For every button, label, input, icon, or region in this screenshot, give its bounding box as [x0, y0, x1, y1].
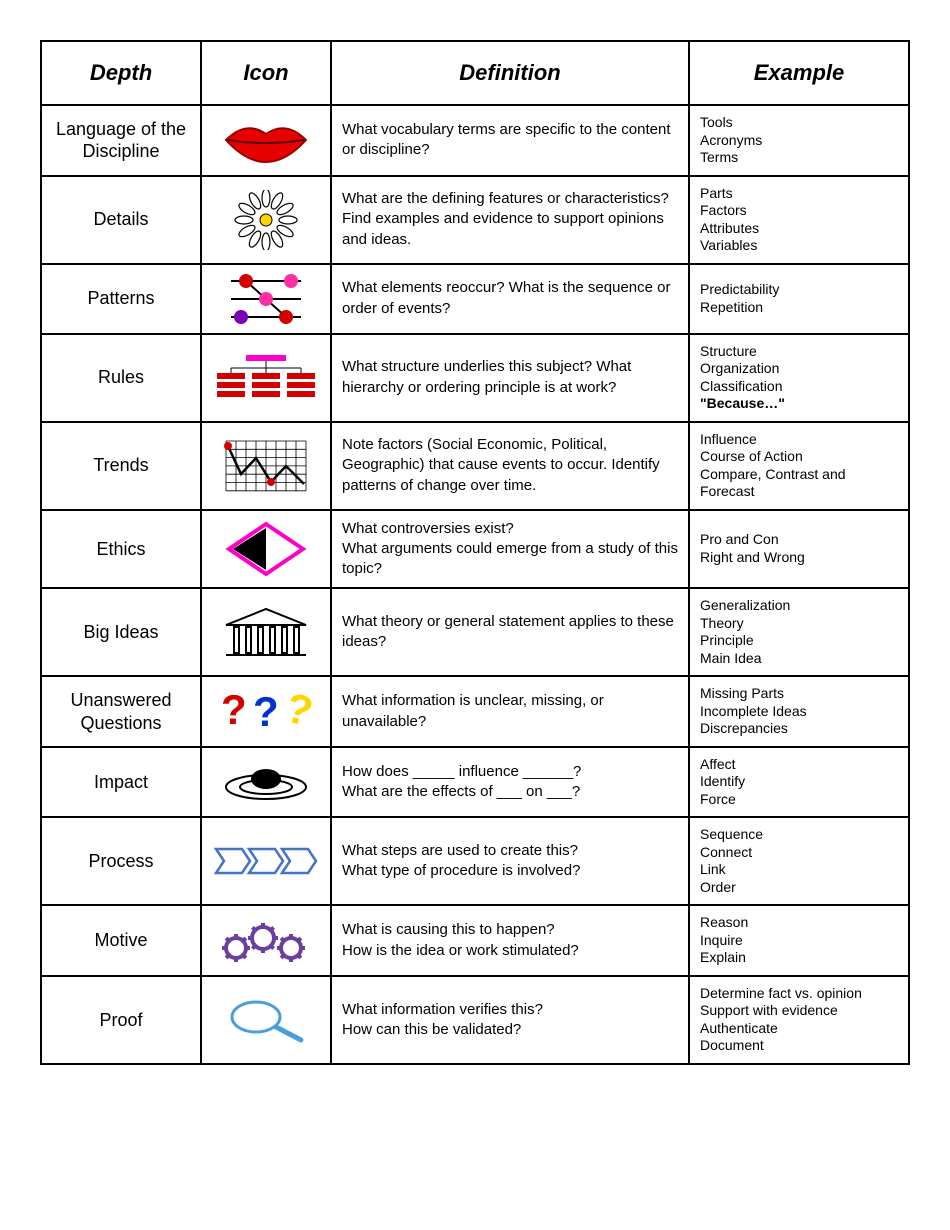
depth-complexity-table: Depth Icon Definition Example Language o… [40, 40, 910, 1065]
depth-cell: Rules [41, 334, 201, 422]
magnifier-icon [201, 976, 331, 1064]
example-cell: Determine fact vs. opinionSupport with e… [689, 976, 909, 1064]
depth-cell: Process [41, 817, 201, 905]
depth-cell: Impact [41, 747, 201, 818]
header-depth: Depth [41, 41, 201, 105]
depth-cell: Language of the Discipline [41, 105, 201, 176]
example-cell: ReasonInquireExplain [689, 905, 909, 976]
header-icon: Icon [201, 41, 331, 105]
svg-text:?: ? [221, 686, 247, 733]
lips-icon [201, 105, 331, 176]
gears-icon [201, 905, 331, 976]
definition-cell: What information verifies this?How can t… [331, 976, 689, 1064]
definition-cell: What is causing this to happen?How is th… [331, 905, 689, 976]
example-cell: GeneralizationTheoryPrincipleMain Idea [689, 588, 909, 676]
example-cell: Pro and ConRight and Wrong [689, 510, 909, 589]
table-row: Ethics What controversies exist?What arg… [41, 510, 909, 589]
table-row: Rules What structure underlies this subj… [41, 334, 909, 422]
depth-cell: Big Ideas [41, 588, 201, 676]
depth-cell: Patterns [41, 264, 201, 334]
header-example: Example [689, 41, 909, 105]
pattern-icon [201, 264, 331, 334]
table-row: Process What steps are used to create th… [41, 817, 909, 905]
svg-text:?: ? [253, 688, 279, 735]
flower-icon [201, 176, 331, 264]
process-icon [201, 817, 331, 905]
definition-cell: What structure underlies this subject? W… [331, 334, 689, 422]
questions-icon: ? ? ? [201, 676, 331, 747]
impact-icon [201, 747, 331, 818]
trends-icon [201, 422, 331, 510]
table-row: Details What are the defining features or… [41, 176, 909, 264]
table-row: Patterns What elements reoccur? What is … [41, 264, 909, 334]
example-cell: PartsFactorsAttributesVariables [689, 176, 909, 264]
example-cell: StructureOrganizationClassification"Beca… [689, 334, 909, 422]
definition-cell: Note factors (Social Economic, Political… [331, 422, 689, 510]
building-icon [201, 588, 331, 676]
rules-icon [201, 334, 331, 422]
table-row: Big Ideas What theory or general stateme… [41, 588, 909, 676]
definition-cell: What controversies exist?What arguments … [331, 510, 689, 589]
header-row: Depth Icon Definition Example [41, 41, 909, 105]
header-definition: Definition [331, 41, 689, 105]
definition-cell: What vocabulary terms are specific to th… [331, 105, 689, 176]
table-row: Proof What information verifies this?How… [41, 976, 909, 1064]
depth-cell: Unanswered Questions [41, 676, 201, 747]
example-cell: SequenceConnectLinkOrder [689, 817, 909, 905]
depth-cell: Ethics [41, 510, 201, 589]
depth-cell: Proof [41, 976, 201, 1064]
example-cell: AffectIdentifyForce [689, 747, 909, 818]
depth-cell: Motive [41, 905, 201, 976]
definition-cell: What steps are used to create this?What … [331, 817, 689, 905]
depth-cell: Trends [41, 422, 201, 510]
definition-cell: What are the defining features or charac… [331, 176, 689, 264]
definition-cell: What theory or general statement applies… [331, 588, 689, 676]
table-row: Language of the Discipline What vocabula… [41, 105, 909, 176]
example-cell: Missing PartsIncomplete IdeasDiscrepanci… [689, 676, 909, 747]
example-cell: ToolsAcronymsTerms [689, 105, 909, 176]
ethics-icon [201, 510, 331, 589]
svg-text:?: ? [281, 684, 318, 736]
definition-cell: How does _____ influence ______?What are… [331, 747, 689, 818]
table-row: Unanswered Questions ? ? ? What informat… [41, 676, 909, 747]
table-row: Trends Note factors (Social Economic, Po… [41, 422, 909, 510]
example-cell: InfluenceCourse of ActionCompare, Contra… [689, 422, 909, 510]
definition-cell: What elements reoccur? What is the seque… [331, 264, 689, 334]
table-row: Motive What is causing this to happen?Ho… [41, 905, 909, 976]
example-cell: PredictabilityRepetition [689, 264, 909, 334]
definition-cell: What information is unclear, missing, or… [331, 676, 689, 747]
table-row: Impact How does _____ influence ______?W… [41, 747, 909, 818]
depth-cell: Details [41, 176, 201, 264]
